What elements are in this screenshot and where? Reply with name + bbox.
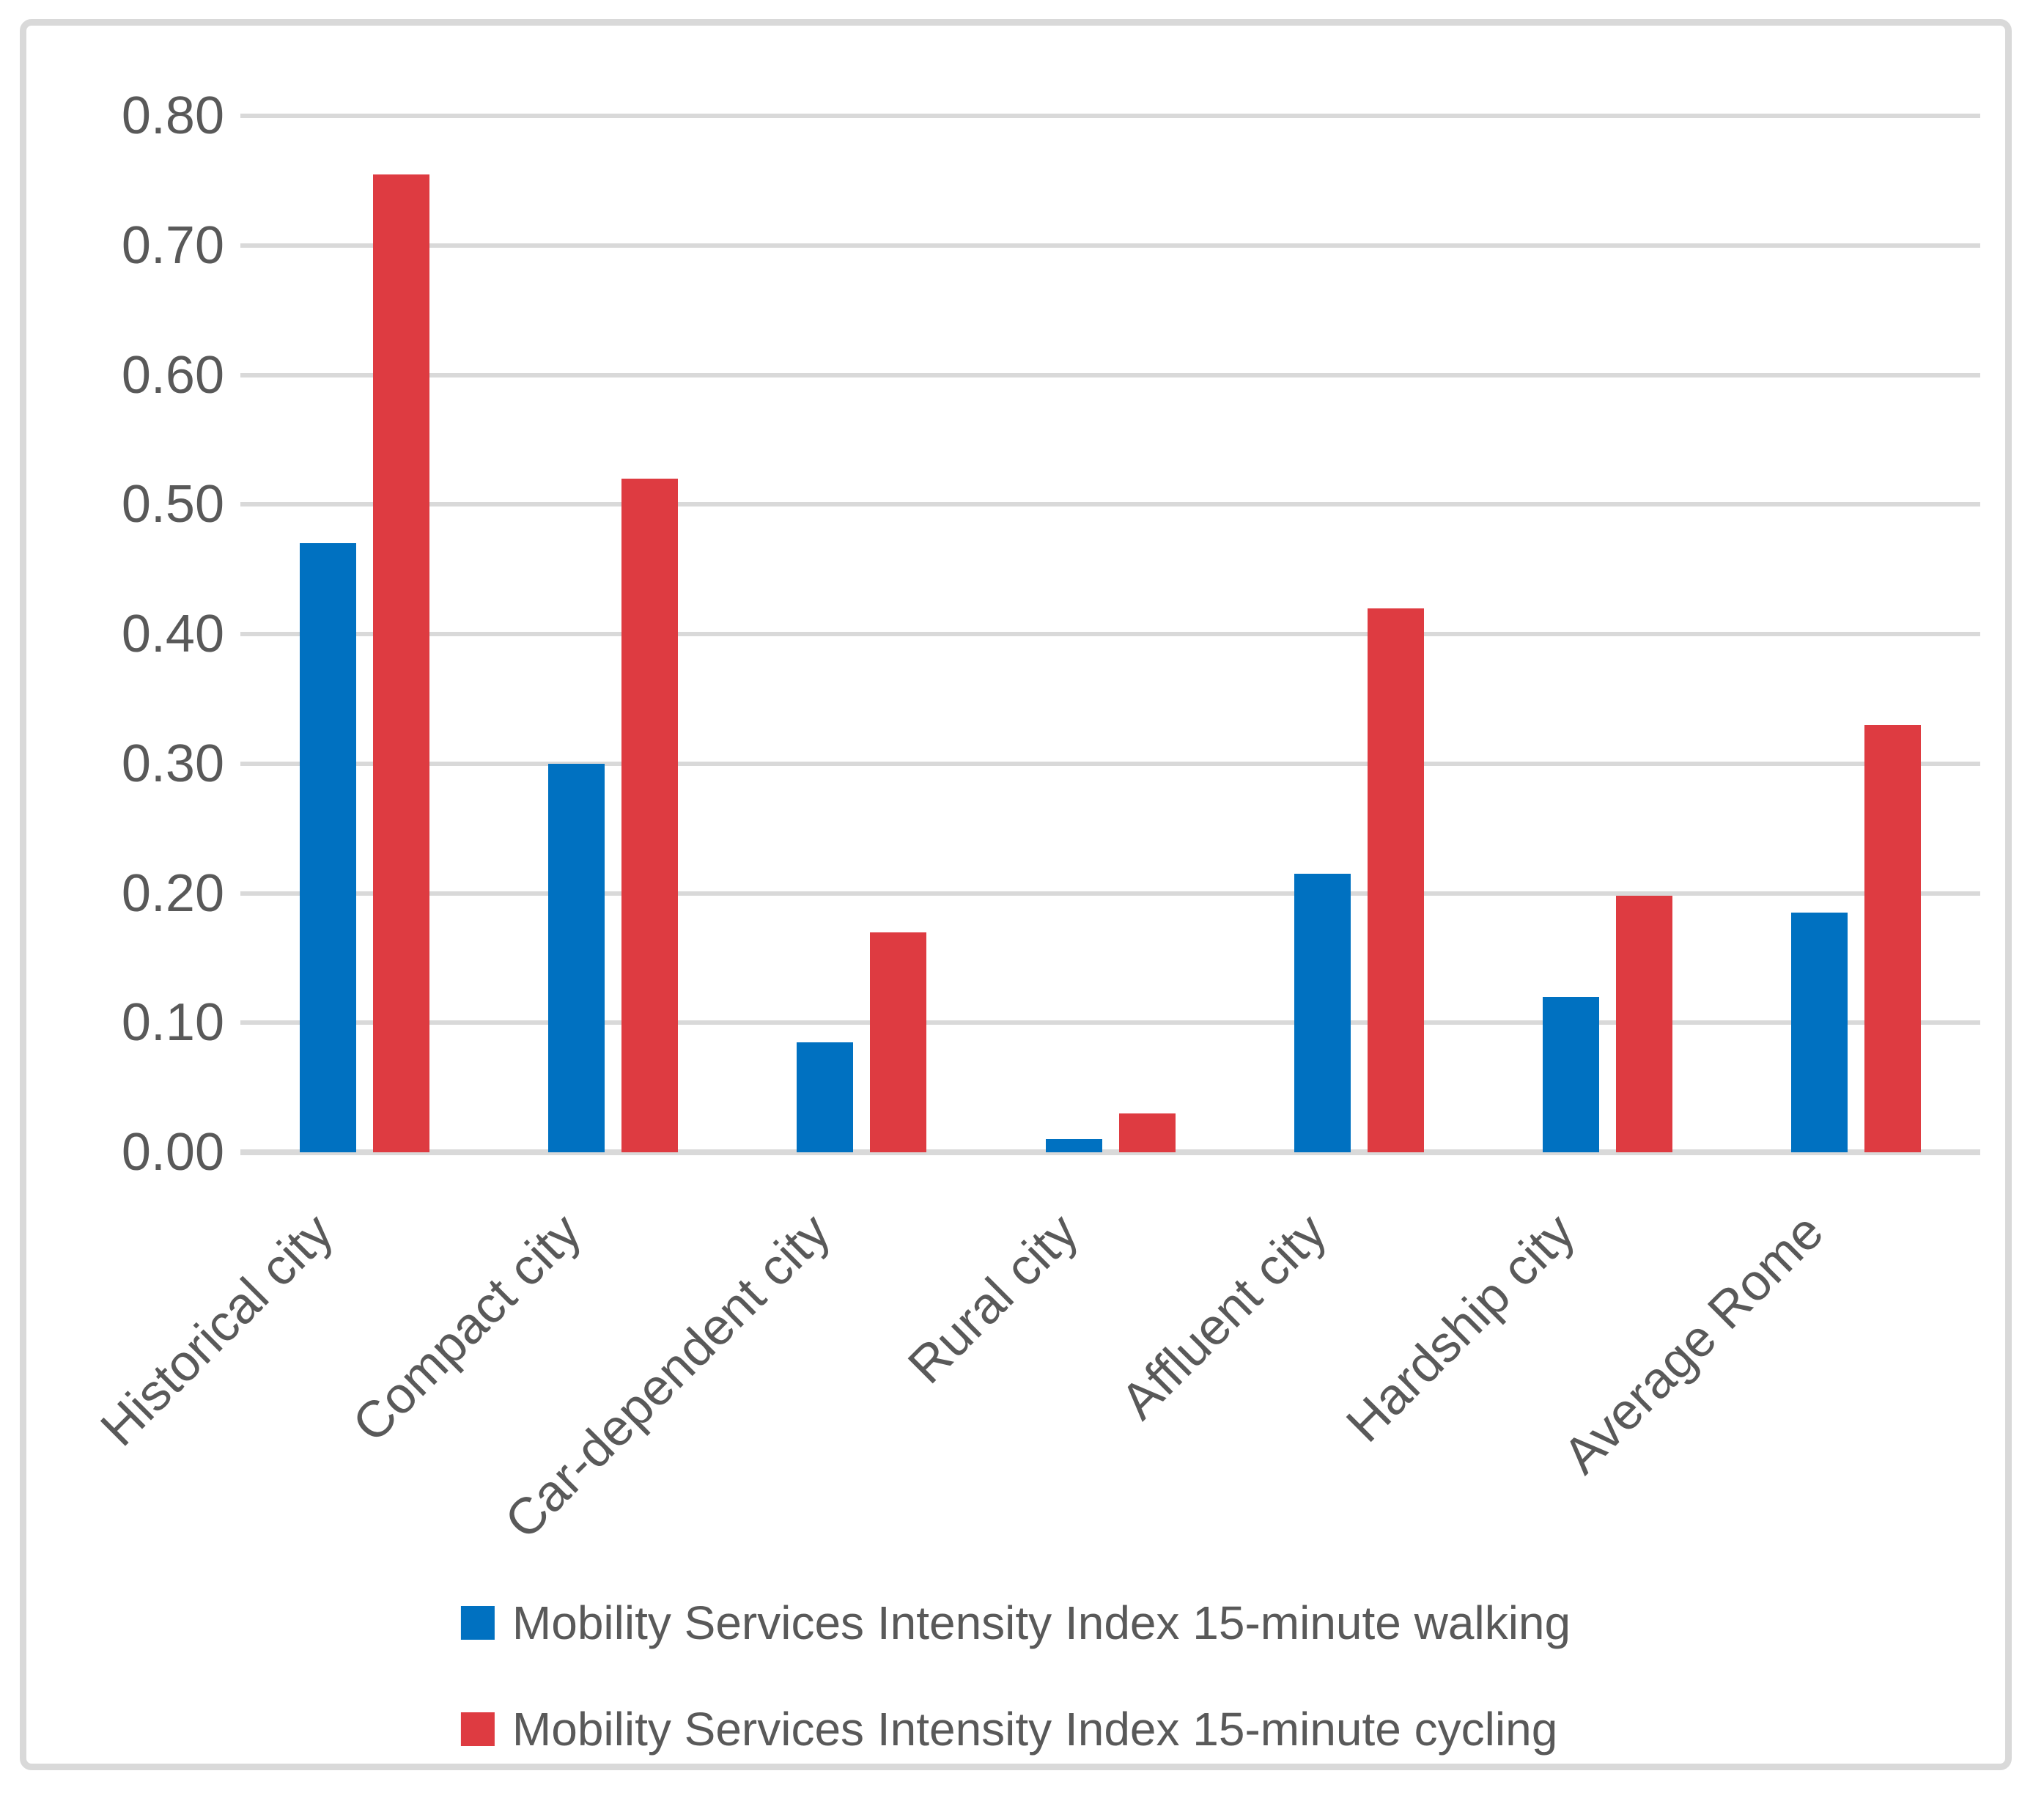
- bar-cycling-compact-city: [621, 479, 678, 1152]
- gridline: [240, 243, 1980, 248]
- bar-walking-compact-city: [548, 764, 605, 1152]
- x-tick-label-compact-city: Compact city: [342, 1202, 592, 1453]
- legend-swatch-cycling: [460, 1712, 495, 1746]
- x-tick-label-rural-city: Rural city: [897, 1202, 1089, 1395]
- y-tick-label: 0.00: [121, 1123, 224, 1182]
- y-tick-label: 0.10: [121, 993, 224, 1052]
- plot-area: [240, 114, 1980, 1155]
- x-axis-baseline: [240, 1149, 1980, 1155]
- gridline: [240, 891, 1980, 896]
- x-tick-label-hardship-city: Hardship city: [1335, 1202, 1586, 1453]
- bar-cycling-historical-city: [373, 174, 429, 1152]
- y-tick-label: 0.50: [121, 475, 224, 534]
- legend-item-cycling: Mobility Services Intensity Index 15-min…: [460, 1703, 1571, 1756]
- gridline: [240, 632, 1980, 636]
- bar-cycling-affluent-city: [1368, 608, 1424, 1152]
- x-tick-label-affluent-city: Affluent city: [1110, 1202, 1338, 1430]
- chart-card: 0.00 0.10 0.20 0.30 0.40 0.50 0.60 0.70 0.80 His…: [20, 19, 2012, 1770]
- y-tick-label: 0.40: [121, 605, 224, 663]
- bar-walking-historical-city: [300, 543, 356, 1152]
- bar-cycling-rural-city: [1119, 1113, 1176, 1152]
- bar-walking-affluent-city: [1294, 874, 1351, 1152]
- gridline: [240, 1020, 1980, 1025]
- y-tick-label: 0.60: [121, 346, 224, 405]
- legend-label-walking: Mobility Services Intensity Index 15-min…: [512, 1596, 1571, 1649]
- bar-walking-hardship-city: [1543, 997, 1599, 1152]
- x-tick-label-average-rome: Average Rome: [1552, 1202, 1834, 1484]
- y-tick-label: 0.70: [121, 216, 224, 275]
- legend-label-cycling: Mobility Services Intensity Index 15-min…: [512, 1703, 1558, 1756]
- bar-walking-car-dependent-city: [797, 1042, 853, 1152]
- bar-cycling-hardship-city: [1616, 896, 1672, 1152]
- gridline: [240, 114, 1980, 118]
- y-tick-label: 0.80: [121, 86, 224, 145]
- gridline: [240, 502, 1980, 507]
- bar-cycling-car-dependent-city: [870, 932, 926, 1152]
- gridline: [240, 761, 1980, 766]
- bar-cycling-average-rome: [1864, 725, 1921, 1152]
- y-tick-label: 0.20: [121, 864, 224, 923]
- bar-walking-average-rome: [1791, 913, 1848, 1152]
- y-tick-label: 0.30: [121, 734, 224, 793]
- legend: Mobility Services Intensity Index 15-min…: [460, 1596, 1571, 1801]
- bar-walking-rural-city: [1046, 1139, 1102, 1152]
- x-tick-label-historical-city: Historical city: [89, 1202, 344, 1457]
- legend-item-walking: Mobility Services Intensity Index 15-min…: [460, 1596, 1571, 1649]
- legend-swatch-walking: [460, 1606, 495, 1640]
- gridline: [240, 372, 1980, 377]
